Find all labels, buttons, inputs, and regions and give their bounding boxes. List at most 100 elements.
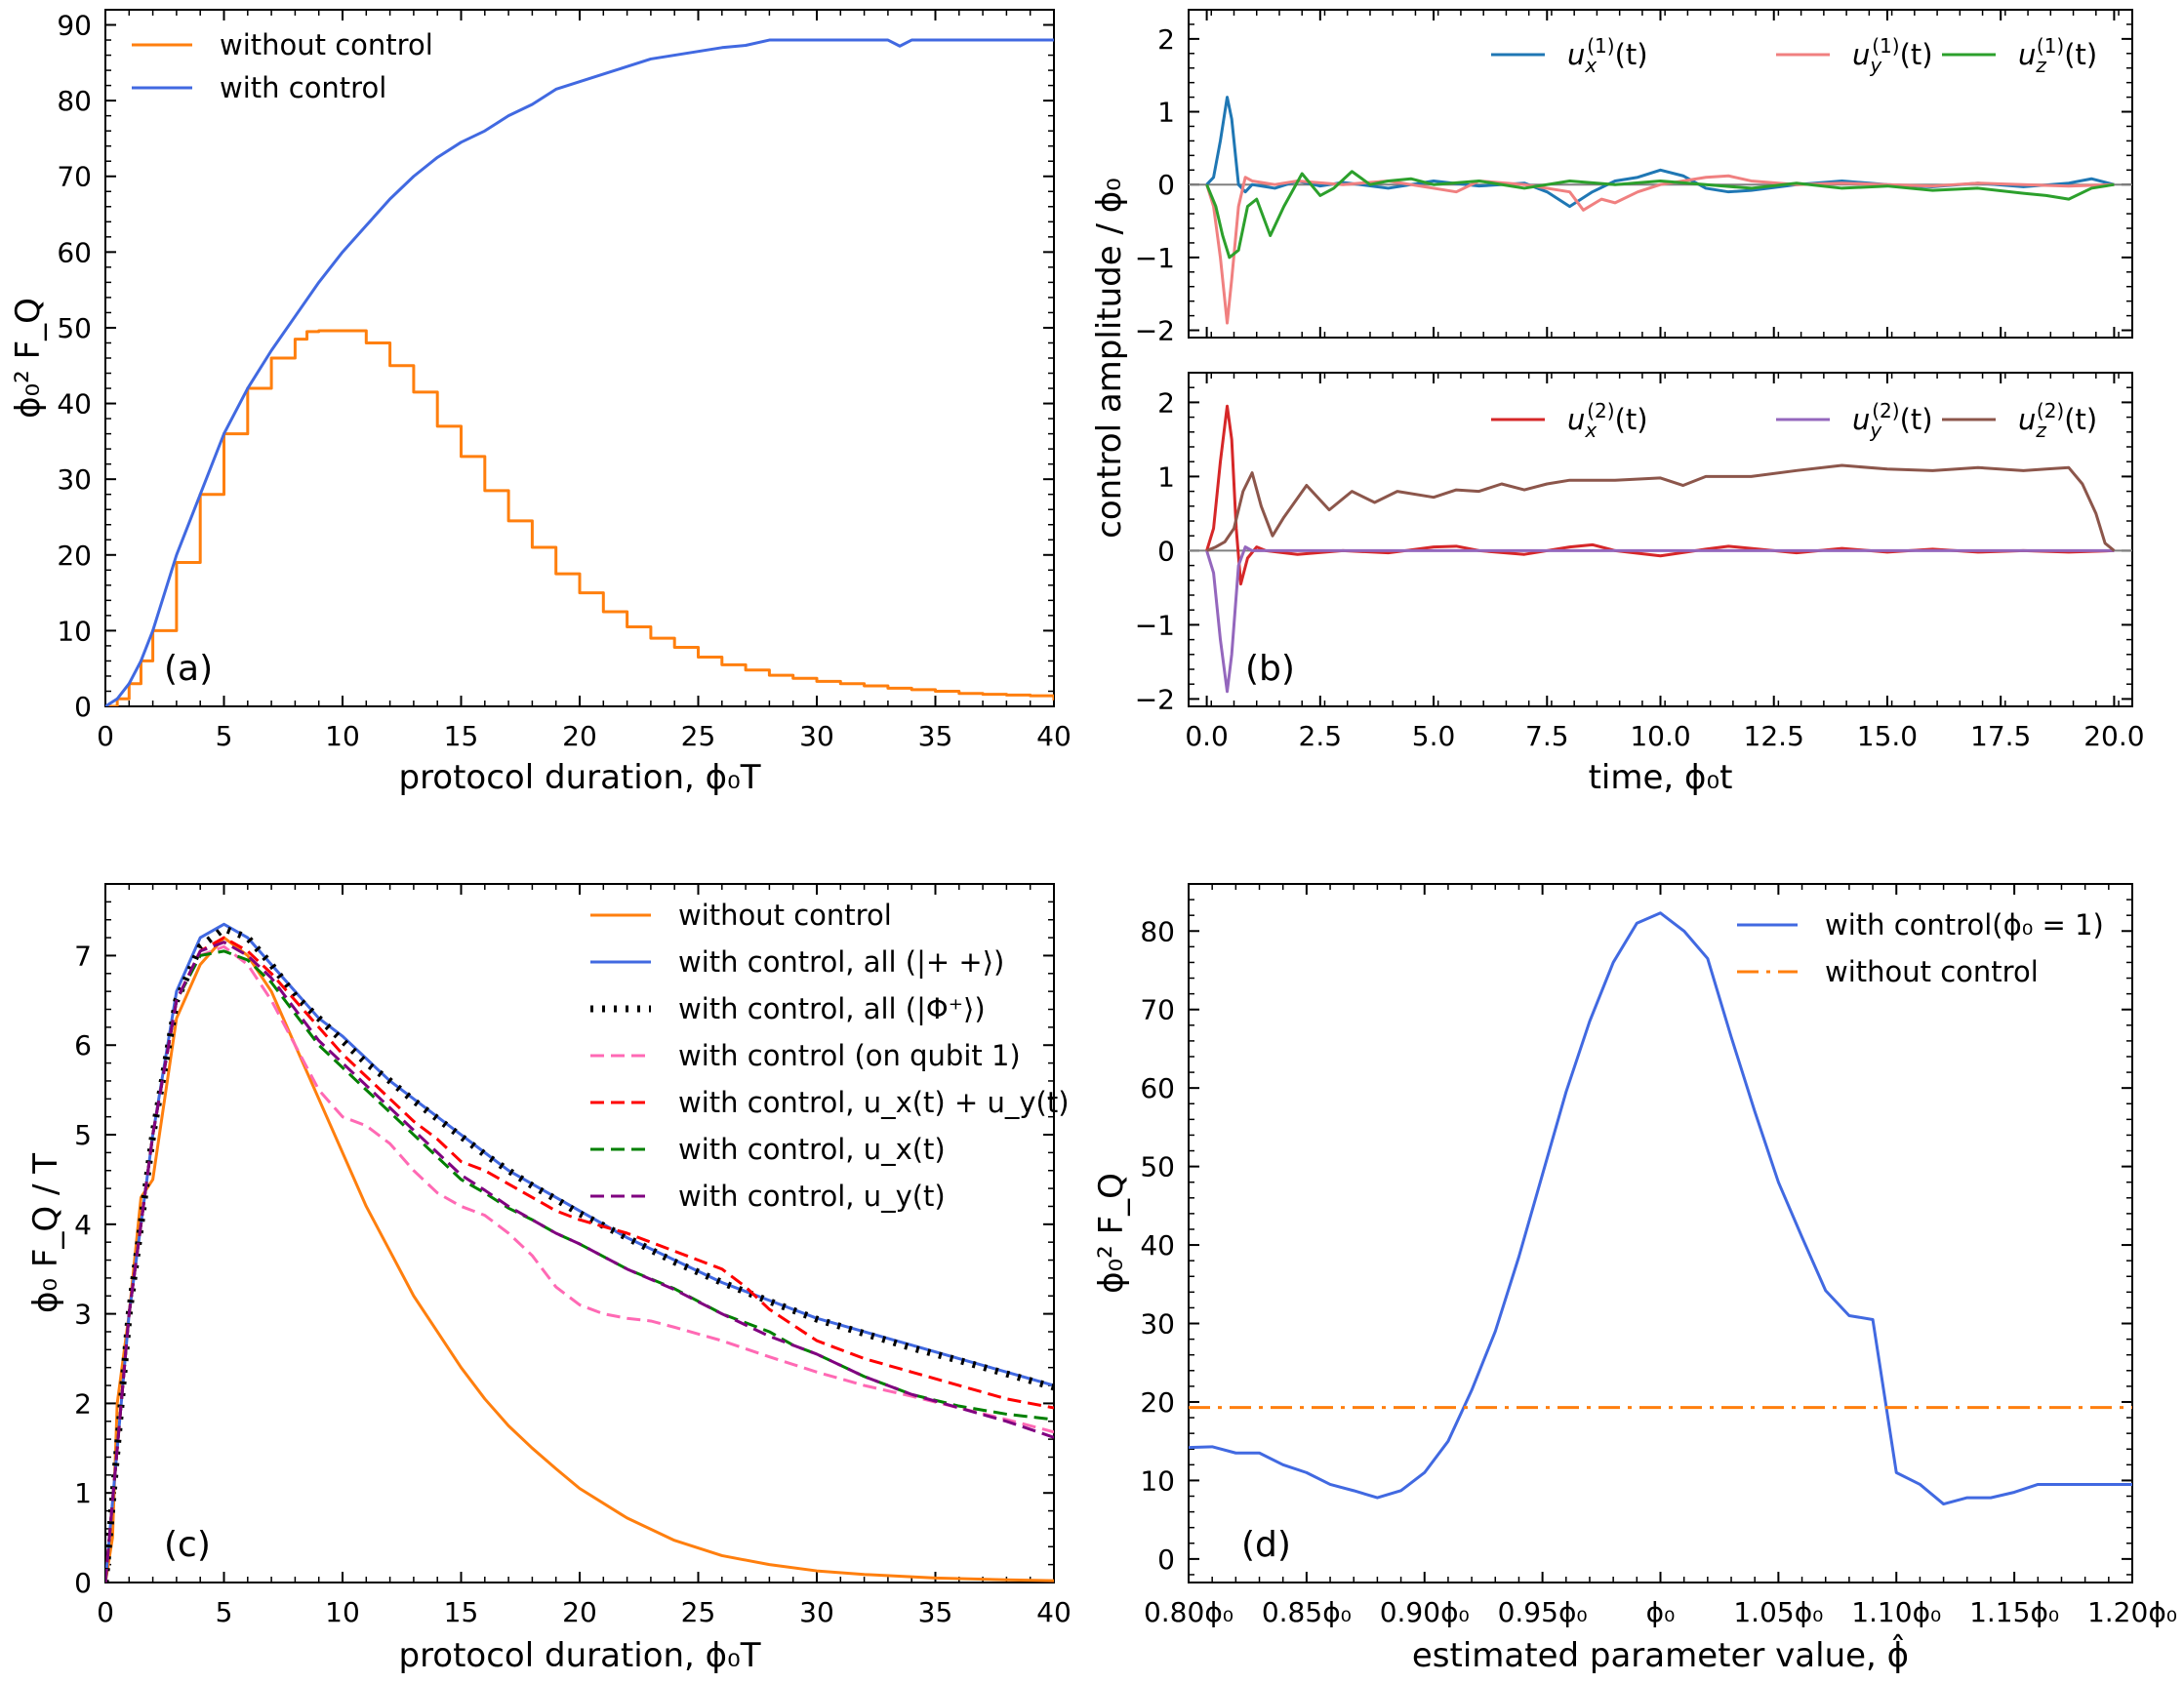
panel-b-top: −2 −1 0 1 2 ux(1)(t) uy(1)(t) uz(1)(t)	[1135, 9, 2133, 347]
y-axis-label: control amplitude / ϕ₀	[1090, 178, 1129, 539]
y-axis-label: ϕ₀ F_Q / T	[26, 1153, 65, 1313]
x-tick-label: 10.0	[1630, 720, 1690, 752]
x-tick-label: 0	[97, 1596, 114, 1628]
series-line-with-control-u-x-t-u-y-t	[105, 936, 1054, 1583]
series-group	[1205, 404, 2116, 694]
x-axis-label: time, ϕ₀t	[1589, 758, 1733, 797]
y-tick-label: 80	[1140, 915, 1175, 947]
y-tick-label: 40	[57, 388, 92, 421]
series-line-u-x-1-t	[1205, 96, 2115, 209]
y-tick-label: 30	[57, 463, 92, 496]
legend-label-with-control-all: with control, all (|+ +⟩)	[678, 945, 1004, 979]
series-line-u-y-1-t	[1205, 174, 2115, 325]
legend-label-with-control: with control	[220, 71, 386, 104]
y-tick-label: 60	[1140, 1072, 1175, 1104]
x-tick-label: 10	[325, 720, 360, 752]
y-tick-label: −1	[1135, 609, 1175, 641]
y-tick-label: 80	[57, 85, 92, 117]
series-line-without-control	[105, 329, 1054, 706]
x-tick-label: 25	[681, 720, 716, 752]
x-tick-label: 40	[1036, 720, 1072, 752]
series-line-with-control-1	[1189, 911, 2132, 1506]
y-tick-label: 40	[1140, 1229, 1175, 1262]
panel-b-bottom: 0.0 2.5 5.0 7.5 10.0 12.5 15.0 17.5 20.0 −2 −1 0 1 2 t…	[1090, 178, 2145, 797]
x-tick-label: 30	[799, 720, 834, 752]
x-tick-label: 0.0	[1185, 720, 1229, 752]
panel-label: (c)	[164, 1525, 211, 1565]
x-tick-label: 10	[325, 1596, 360, 1628]
panel-label: (a)	[164, 649, 213, 689]
x-tick-label: 0.90ϕ₀	[1380, 1596, 1470, 1628]
legend-label-u-x-2-t: ux(2)(t)	[1567, 399, 1648, 442]
y-tick-label: 4	[74, 1209, 92, 1241]
y-tick-label: 10	[57, 615, 92, 647]
x-tick-label: 1.05ϕ₀	[1733, 1596, 1823, 1628]
x-tick-label: 0.80ϕ₀	[1144, 1596, 1234, 1628]
legend-label-u-z-2-t: uz(2)(t)	[2018, 399, 2097, 442]
x-tick-label: 5.0	[1412, 720, 1456, 752]
legend-label-without-control: without control	[1825, 955, 2039, 988]
legend-label-with-control-u-x-t-u-y-t: with control, u_x(t) + u_y(t)	[678, 1086, 1070, 1119]
x-tick-label: 35	[918, 720, 953, 752]
y-tick-label: 2	[1157, 386, 1175, 419]
y-tick-label: 1	[74, 1477, 92, 1509]
y-tick-label: 30	[1140, 1308, 1175, 1341]
x-tick-label: 15.0	[1857, 720, 1918, 752]
series-line-with-control-u-x-t	[105, 949, 1054, 1583]
series-group	[105, 922, 1054, 1583]
y-tick-label: 0	[1157, 1543, 1175, 1576]
y-tick-label: 50	[1140, 1151, 1175, 1183]
y-tick-label: 50	[57, 312, 92, 344]
series-line-with-control-all	[105, 925, 1054, 1583]
y-tick-label: 1	[1157, 461, 1175, 493]
series-group	[1189, 911, 2132, 1506]
x-tick-label: 1.20ϕ₀	[2087, 1596, 2177, 1628]
legend-label-without-control: without control	[220, 28, 433, 61]
legend-label-u-y-1-t: uy(1)(t)	[1852, 34, 1933, 77]
series-line-without-control	[105, 936, 1054, 1583]
x-tick-label: 0.95ϕ₀	[1498, 1596, 1588, 1628]
y-tick-label: 6	[74, 1029, 92, 1062]
y-tick-label: −2	[1135, 315, 1175, 347]
x-tick-label: 35	[918, 1596, 953, 1628]
axes-frame	[1188, 372, 2133, 707]
x-tick-label: 40	[1036, 1596, 1072, 1628]
y-tick-label: 7	[74, 940, 92, 972]
x-tick-label: 5	[216, 720, 233, 752]
x-tick-label: 12.5	[1744, 720, 1804, 752]
series-line-u-z-2-t	[1206, 463, 2116, 552]
y-tick-label: 90	[57, 10, 92, 42]
axes-frame	[104, 9, 1055, 707]
series-group	[1205, 96, 2115, 325]
x-tick-label: 15	[444, 720, 479, 752]
y-tick-label: 0	[1157, 169, 1175, 201]
y-tick-label: 2	[1157, 23, 1175, 56]
x-tick-label: 7.5	[1525, 720, 1569, 752]
x-tick-label: 20	[562, 1596, 597, 1628]
x-tick-label: 1.15ϕ₀	[1969, 1596, 2059, 1628]
series-line-u-z-1-t	[1205, 170, 2115, 260]
y-axis-label: ϕ₀² F_Q	[1092, 1173, 1131, 1294]
x-tick-label: 30	[799, 1596, 834, 1628]
legend-label-without-control: without control	[678, 899, 892, 932]
x-tick-label: 0	[97, 720, 114, 752]
y-tick-label: 3	[74, 1299, 92, 1331]
x-tick-label: 0.85ϕ₀	[1262, 1596, 1352, 1628]
axes-frame	[104, 883, 1055, 1583]
x-tick-label: 20	[562, 720, 597, 752]
panel-label: (b)	[1245, 649, 1295, 689]
legend-label-with-control-u-y-t: with control, u_y(t)	[678, 1180, 946, 1213]
x-axis-label: protocol duration, ϕ₀T	[398, 1636, 760, 1675]
y-tick-label: 60	[57, 236, 92, 268]
series-line-with-control-u-y-t	[105, 941, 1054, 1583]
series-line-u-y-2-t	[1205, 545, 2115, 694]
y-tick-label: 0	[1157, 535, 1175, 567]
x-tick-label: ϕ₀	[1646, 1596, 1676, 1628]
x-axis-label: protocol duration, ϕ₀T	[398, 758, 760, 797]
y-tick-label: 0	[74, 1567, 92, 1599]
series-line-u-x-2-t	[1205, 404, 2115, 586]
y-tick-label: 2	[74, 1387, 92, 1420]
axes-frame	[1188, 883, 2133, 1583]
x-tick-label: 2.5	[1299, 720, 1343, 752]
